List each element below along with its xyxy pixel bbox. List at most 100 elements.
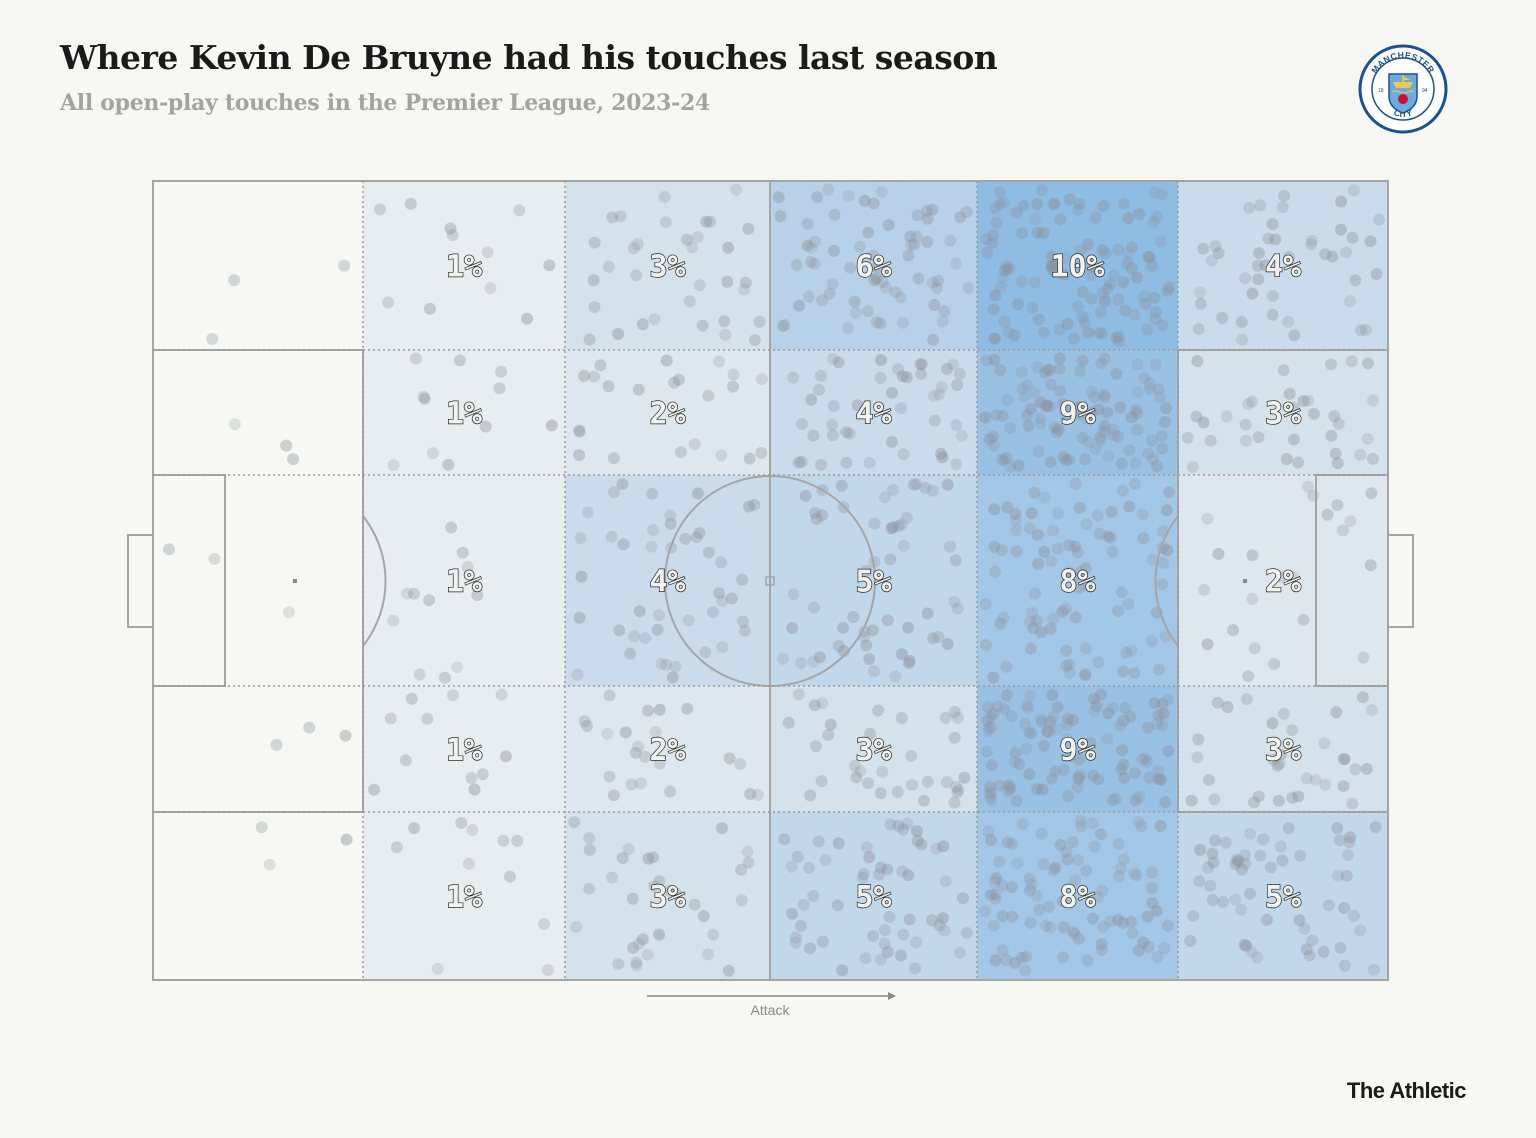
touch-dot: [663, 884, 676, 897]
touch-dot: [982, 721, 995, 734]
touch-dot: [1078, 316, 1091, 329]
touch-dot: [953, 946, 966, 959]
touch-dot: [983, 780, 996, 793]
touch-dot: [630, 269, 643, 282]
touch-dot: [1318, 737, 1331, 750]
touch-dot: [1248, 642, 1261, 655]
zone-label-r4-c5: 9%: [1059, 733, 1095, 768]
touch-dot: [1084, 269, 1097, 281]
touch-dot: [602, 260, 615, 273]
touch-dot: [939, 875, 952, 888]
touch-dot: [1052, 423, 1065, 436]
touch-dot: [755, 446, 768, 459]
touch-dot: [606, 871, 619, 884]
touch-dot: [1302, 480, 1315, 493]
touch-dot: [1348, 909, 1360, 922]
touch-dot: [1146, 866, 1158, 879]
touch-dot: [937, 840, 950, 853]
touch-dot: [1008, 329, 1021, 342]
zone-r3-c4: [770, 475, 977, 686]
touch-dot: [921, 212, 934, 225]
touch-dot: [1161, 285, 1174, 297]
touch-dot: [445, 521, 458, 534]
touch-dot: [1276, 854, 1289, 867]
touch-dot: [805, 241, 818, 254]
zone-labels: 1% 3% 6% 10% 4% 1% 2% 4% 9% 3% 1% 4% 5% 8% 2% 1% 2% 3% 9% 3…: [445, 249, 1302, 916]
touch-dot: [1339, 959, 1351, 972]
touch-dot: [824, 718, 837, 731]
touch-dot: [816, 697, 829, 710]
touch-dot: [867, 930, 879, 942]
touch-dot: [1062, 790, 1075, 803]
touch-dot: [736, 573, 749, 586]
touch-dot: [1131, 869, 1143, 882]
touch-dot: [1322, 899, 1335, 912]
touch-dot: [653, 875, 666, 888]
zone-r5-c1: [153, 812, 363, 980]
touch-dot: [887, 521, 900, 533]
touch-dot: [699, 646, 712, 659]
touch-dot: [897, 928, 910, 941]
touch-dot: [688, 898, 701, 911]
touch-dot: [1269, 233, 1282, 246]
touch-dot: [1066, 836, 1079, 848]
touch-dot: [979, 233, 992, 246]
touch-dot: [1026, 606, 1039, 619]
touch-dot: [1260, 913, 1273, 926]
touch-dot: [836, 964, 849, 977]
touch-dot: [743, 500, 755, 513]
touch-dot: [1331, 499, 1344, 512]
touch-dot: [933, 919, 946, 932]
touch-dot: [954, 211, 967, 224]
touch-dot: [1072, 203, 1084, 216]
touch-dot: [985, 793, 998, 806]
touch-dot: [1073, 197, 1086, 210]
touch-dot: [952, 711, 964, 724]
touch-dot: [906, 778, 918, 791]
touch-dot: [401, 587, 414, 600]
touch-dot: [1047, 198, 1060, 211]
touch-dot: [280, 439, 293, 452]
touch-dot: [878, 924, 891, 937]
touch-dot: [850, 771, 863, 784]
touch-dot: [1080, 579, 1093, 592]
touch-dot: [1046, 524, 1059, 537]
touch-dot: [587, 274, 600, 287]
touch-dot: [1156, 188, 1168, 200]
touch-dot: [1006, 837, 1018, 850]
touch-dot: [1044, 400, 1057, 413]
touch-dot: [1369, 821, 1382, 834]
touch-dot: [938, 305, 951, 318]
touch-dot: [807, 889, 820, 902]
touch-dot: [1047, 864, 1060, 877]
touch-dot: [1079, 642, 1092, 655]
touch-dot: [1105, 505, 1118, 518]
touch-dot: [1131, 386, 1144, 399]
touch-dot: [996, 409, 1009, 422]
touch-dot: [774, 210, 787, 223]
touch-dot: [911, 209, 924, 222]
touch-dot: [1010, 206, 1023, 219]
touch-dot: [813, 383, 825, 396]
touch-dot: [1048, 197, 1061, 210]
zone-r2-c5: [977, 350, 1178, 475]
touch-dot: [495, 688, 508, 701]
touch-dot: [915, 838, 928, 851]
touch-dot: [999, 264, 1011, 277]
touch-dot: [785, 860, 798, 873]
touch-dot: [862, 226, 875, 239]
touch-dot: [1154, 235, 1167, 248]
touch-dot: [1360, 323, 1372, 336]
touch-dot: [1043, 363, 1056, 376]
touch-dot: [926, 914, 938, 927]
touch-dot: [462, 857, 475, 870]
touch-dot: [647, 851, 659, 864]
touch-dot: [418, 392, 431, 405]
touch-dot: [1152, 764, 1165, 777]
touch-dot: [1194, 297, 1207, 310]
touch-dot: [1306, 934, 1319, 947]
touch-dot: [905, 749, 918, 762]
zone-label-r3-c4: 5%: [855, 565, 891, 600]
touch-dot: [1015, 951, 1028, 964]
touch-dot: [813, 651, 826, 664]
